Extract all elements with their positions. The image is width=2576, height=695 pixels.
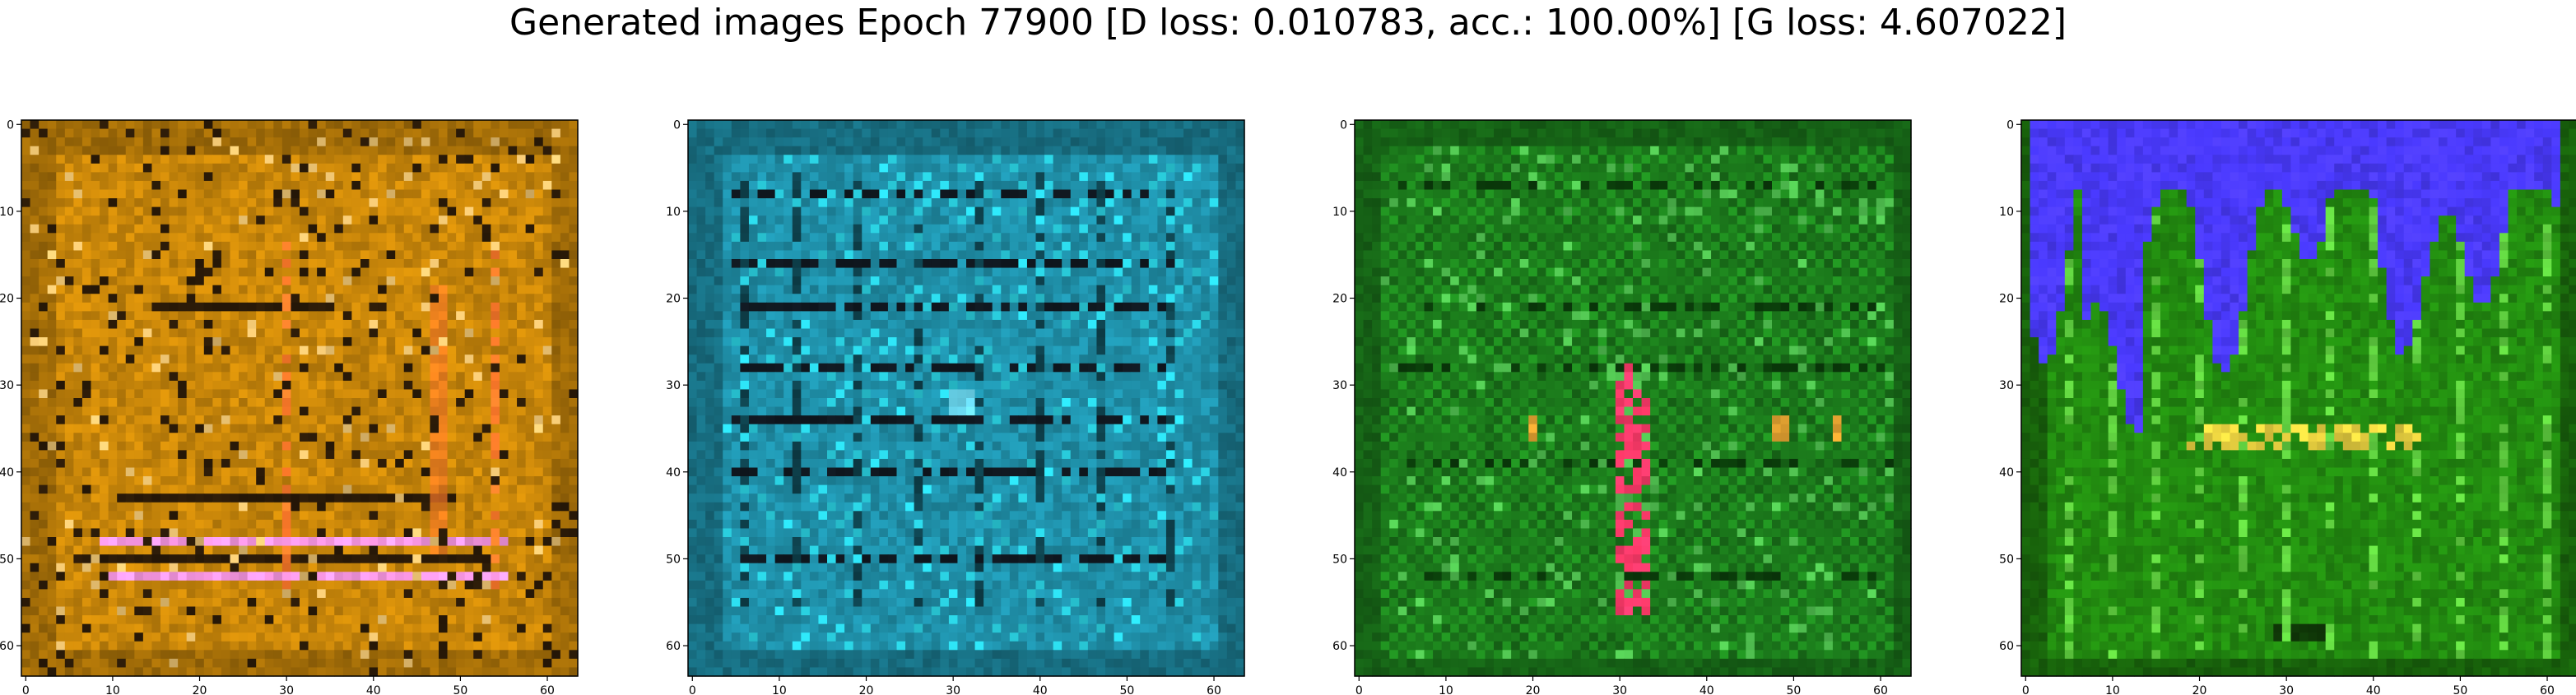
x-tick-label: 40: [1033, 684, 1048, 695]
x-tick-label: 10: [1439, 684, 1453, 695]
x-tick-label: 0: [1355, 684, 1363, 695]
y-tick-label: 20: [1999, 293, 2014, 306]
x-tick-label: 50: [453, 684, 467, 695]
y-tick-label: 50: [0, 553, 14, 566]
axes-frame-2: [687, 119, 1245, 677]
y-tick-label: 20: [666, 293, 681, 306]
y-tick-label: 40: [666, 466, 681, 480]
panel-2: 0 10 20 30 40 50 60 0 10 20 30 40 50 60: [666, 118, 1245, 695]
y-tick-label: 40: [0, 466, 14, 480]
x-tick-label: 60: [1873, 684, 1888, 695]
axes-frame-3: [1354, 119, 1912, 677]
y-tick-label: 10: [666, 206, 681, 219]
x-tick-label: 30: [1612, 684, 1627, 695]
y-tick-label: 60: [666, 640, 681, 653]
y-tick-label: 60: [0, 640, 14, 653]
y-tick-label: 30: [1332, 379, 1347, 392]
figure-title: Generated images Epoch 77900 [D loss: 0.…: [509, 2, 2067, 44]
panel-4: 0 10 20 30 40 50 60 0 10 20 30 40 50 60: [1999, 118, 2576, 695]
x-tick-label: 30: [279, 684, 294, 695]
x-tick-label: 20: [859, 684, 874, 695]
x-tick-label: 10: [772, 684, 787, 695]
axes-frame-4: [2020, 119, 2576, 677]
y-tick-label: 50: [666, 553, 681, 566]
y-tick-label: 30: [1999, 379, 2014, 392]
x-tick-label: 50: [1786, 684, 1801, 695]
x-tick-label: 60: [540, 684, 555, 695]
y-tick-label: 60: [1332, 640, 1347, 653]
x-tick-label: 0: [22, 684, 30, 695]
x-tick-label: 20: [193, 684, 207, 695]
generated-image-4: [2021, 120, 2576, 677]
x-tick-label: 40: [2366, 684, 2381, 695]
y-tick-label: 0: [1340, 118, 1347, 132]
x-tick-label: 10: [105, 684, 120, 695]
x-tick-label: 40: [366, 684, 381, 695]
panel-1: 0 10 20 30 40 50 60 0 10 20 30 40 50 60: [0, 118, 579, 695]
x-tick-label: 60: [2540, 684, 2555, 695]
y-tick-label: 40: [1999, 466, 2014, 480]
x-tick-label: 50: [1119, 684, 1134, 695]
y-tick-label: 60: [1999, 640, 2014, 653]
x-tick-label: 40: [1700, 684, 1714, 695]
y-tick-label: 10: [0, 206, 14, 219]
x-tick-label: 10: [2105, 684, 2120, 695]
y-tick-label: 20: [0, 293, 14, 306]
y-tick-label: 40: [1332, 466, 1347, 480]
x-tick-label: 30: [2279, 684, 2294, 695]
y-tick-label: 20: [1332, 293, 1347, 306]
generated-image-3: [1355, 120, 1912, 677]
x-tick-label: 0: [689, 684, 696, 695]
x-tick-label: 20: [2192, 684, 2207, 695]
x-tick-label: 50: [2453, 684, 2467, 695]
axes-frame-1: [21, 119, 579, 677]
y-tick-label: 30: [0, 379, 14, 392]
y-tick-label: 10: [1332, 206, 1347, 219]
y-tick-label: 10: [1999, 206, 2014, 219]
y-tick-label: 0: [673, 118, 681, 132]
y-tick-label: 30: [666, 379, 681, 392]
y-tick-label: 0: [2006, 118, 2014, 132]
y-tick-label: 50: [1332, 553, 1347, 566]
y-tick-label: 0: [7, 118, 14, 132]
y-tick-label: 50: [1999, 553, 2014, 566]
x-tick-label: 0: [2022, 684, 2030, 695]
x-tick-label: 30: [946, 684, 960, 695]
generated-image-1: [21, 120, 579, 677]
x-tick-label: 60: [1207, 684, 1221, 695]
x-tick-label: 20: [1526, 684, 1541, 695]
generated-image-2: [688, 120, 1245, 677]
panel-3: 0 10 20 30 40 50 60 0 10 20 30 40 50 60: [1332, 118, 1912, 695]
